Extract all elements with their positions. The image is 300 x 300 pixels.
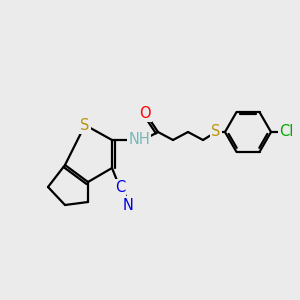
Text: N: N xyxy=(123,197,134,212)
Text: Cl: Cl xyxy=(279,124,293,140)
Text: S: S xyxy=(80,118,90,133)
Text: S: S xyxy=(211,124,221,140)
Text: NH: NH xyxy=(128,133,150,148)
Text: O: O xyxy=(139,106,151,121)
Text: C: C xyxy=(115,181,125,196)
